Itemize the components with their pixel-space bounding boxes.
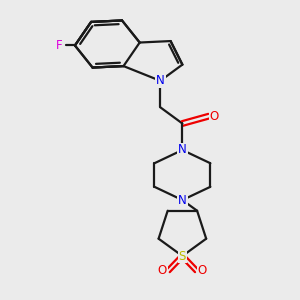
Text: F: F xyxy=(56,39,62,52)
Text: S: S xyxy=(179,250,186,262)
Text: N: N xyxy=(178,194,187,207)
Text: N: N xyxy=(156,74,165,87)
Text: O: O xyxy=(198,264,207,277)
Text: O: O xyxy=(158,264,167,277)
Text: N: N xyxy=(178,143,187,157)
Text: O: O xyxy=(210,110,219,123)
